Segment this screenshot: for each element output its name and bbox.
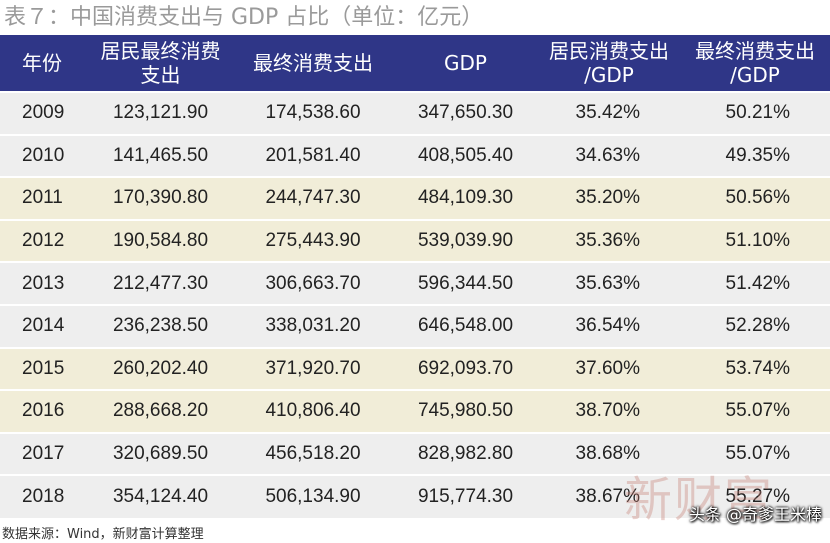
- header-final-ratio: 最终消费支出/GDP: [695, 39, 815, 87]
- table-row: 2013 212,477.30 306,663.70 596,344.50 35.63%…: [0, 261, 830, 305]
- cell-household-ratio: 37.60%: [538, 346, 680, 391]
- watermark: 新财富: [624, 472, 775, 528]
- cell-household-consumption: 212,477.30: [88, 261, 233, 305]
- cell-gdp: 408,505.40: [393, 133, 538, 178]
- cell-household-ratio: 35.42%: [538, 91, 680, 135]
- cell-gdp: 915,774.30: [393, 474, 538, 518]
- table-row: 2009 123,121.90 174,538.60 347,650.30 35.42%…: [0, 91, 830, 135]
- header-household-ratio: 居民消费支出/GDP: [549, 39, 669, 87]
- cell-gdp: 484,109.30: [393, 176, 538, 220]
- cell-household-ratio: 38.67%: [538, 474, 680, 518]
- cell-year: 2017: [0, 431, 88, 476]
- cell-household-consumption: 260,202.40: [88, 346, 233, 391]
- cell-household-ratio: 36.54%: [538, 303, 680, 348]
- header-year: 年份: [22, 51, 62, 75]
- table-row: 2010 141,465.50 201,581.40 408,505.40 34.63%…: [0, 133, 830, 178]
- cell-final-consumption: 338,031.20: [233, 303, 393, 348]
- cell-final-ratio: 55.07%: [680, 389, 830, 433]
- cell-year: 2014: [0, 303, 88, 348]
- table-row: 2011 170,390.80 244,747.30 484,109.30 35.20%…: [0, 176, 830, 220]
- cell-final-consumption: 174,538.60: [233, 91, 393, 135]
- cell-household-consumption: 170,390.80: [88, 176, 233, 220]
- cell-gdp: 646,548.00: [393, 303, 538, 348]
- table-row: 2018 354,124.40 506,134.90 915,774.30 38.67%…: [0, 474, 830, 518]
- header-final-consumption: 最终消费支出: [253, 51, 373, 75]
- table-row: 2016 288,668.20 410,806.40 745,980.50 38.70%…: [0, 389, 830, 433]
- cell-household-consumption: 236,238.50: [88, 303, 233, 348]
- table-title: 表７：中国消费支出与 GDP 占比（单位：亿元）: [4, 5, 484, 30]
- cell-gdp: 828,982.80: [393, 431, 538, 476]
- table-row: 2017 320,689.50 456,518.20 828,982.80 38.68%…: [0, 431, 830, 476]
- cell-final-ratio: 55.07%: [680, 431, 830, 476]
- cell-year: 2016: [0, 389, 88, 433]
- cell-household-consumption: 190,584.80: [88, 218, 233, 263]
- cell-household-consumption: 288,668.20: [88, 389, 233, 433]
- cell-household-consumption: 141,465.50: [88, 133, 233, 178]
- cell-household-ratio: 38.70%: [538, 389, 680, 433]
- consumption-gdp-table: 年份 居民最终消费 支出 最终消费支出 GDP 居民消费支出/GDP 最终消费支出…: [0, 35, 830, 518]
- cell-year: 2012: [0, 218, 88, 263]
- cell-household-consumption: 354,124.40: [88, 474, 233, 518]
- cell-year: 2009: [0, 91, 88, 135]
- cell-final-consumption: 201,581.40: [233, 133, 393, 178]
- cell-year: 2010: [0, 133, 88, 178]
- cell-gdp: 692,093.70: [393, 346, 538, 391]
- cell-final-ratio: 50.56%: [680, 176, 830, 220]
- cell-final-consumption: 244,747.30: [233, 176, 393, 220]
- cell-final-consumption: 410,806.40: [233, 389, 393, 433]
- cell-year: 2013: [0, 261, 88, 305]
- source-note: 数据来源：Wind，新财富计算整理: [2, 527, 204, 542]
- cell-year: 2011: [0, 176, 88, 220]
- table-row: 2014 236,238.50 338,031.20 646,548.00 36.54%…: [0, 303, 830, 348]
- cell-household-consumption: 123,121.90: [88, 91, 233, 135]
- cell-year: 2018: [0, 474, 88, 518]
- cell-gdp: 596,344.50: [393, 261, 538, 305]
- cell-gdp: 539,039.90: [393, 218, 538, 263]
- header-row: 年份 居民最终消费 支出 最终消费支出 GDP 居民消费支出/GDP 最终消费支出…: [0, 35, 830, 92]
- cell-gdp: 347,650.30: [393, 91, 538, 135]
- cell-household-consumption: 320,689.50: [88, 431, 233, 476]
- cell-household-ratio: 34.63%: [538, 133, 680, 178]
- cell-final-ratio: 51.10%: [680, 218, 830, 263]
- cell-final-consumption: 456,518.20: [233, 431, 393, 476]
- cell-final-consumption: 275,443.90: [233, 218, 393, 263]
- table-body: 2009 123,121.90 174,538.60 347,650.30 35.42%…: [0, 91, 830, 518]
- cell-year: 2015: [0, 346, 88, 391]
- cell-final-ratio: 51.42%: [680, 261, 830, 305]
- credit-label: 头条 @奇爹王米棒: [688, 505, 822, 524]
- table-row: 2015 260,202.40 371,920.70 692,093.70 37.60%…: [0, 346, 830, 391]
- cell-household-ratio: 35.63%: [538, 261, 680, 305]
- table-row: 2012 190,584.80 275,443.90 539,039.90 35.36%…: [0, 218, 830, 263]
- cell-final-ratio: 52.28%: [680, 303, 830, 348]
- cell-final-ratio: 53.74%: [680, 346, 830, 391]
- cell-final-consumption: 306,663.70: [233, 261, 393, 305]
- cell-household-ratio: 35.20%: [538, 176, 680, 220]
- cell-final-ratio: 55.27%: [680, 474, 830, 518]
- cell-gdp: 745,980.50: [393, 389, 538, 433]
- cell-household-ratio: 35.36%: [538, 218, 680, 263]
- cell-final-consumption: 371,920.70: [233, 346, 393, 391]
- cell-final-ratio: 50.21%: [680, 91, 830, 135]
- header-gdp: GDP: [444, 51, 487, 75]
- cell-final-consumption: 506,134.90: [233, 474, 393, 518]
- cell-final-ratio: 49.35%: [680, 133, 830, 178]
- header-household-consumption: 居民最终消费 支出: [100, 39, 221, 87]
- cell-household-ratio: 38.68%: [538, 431, 680, 476]
